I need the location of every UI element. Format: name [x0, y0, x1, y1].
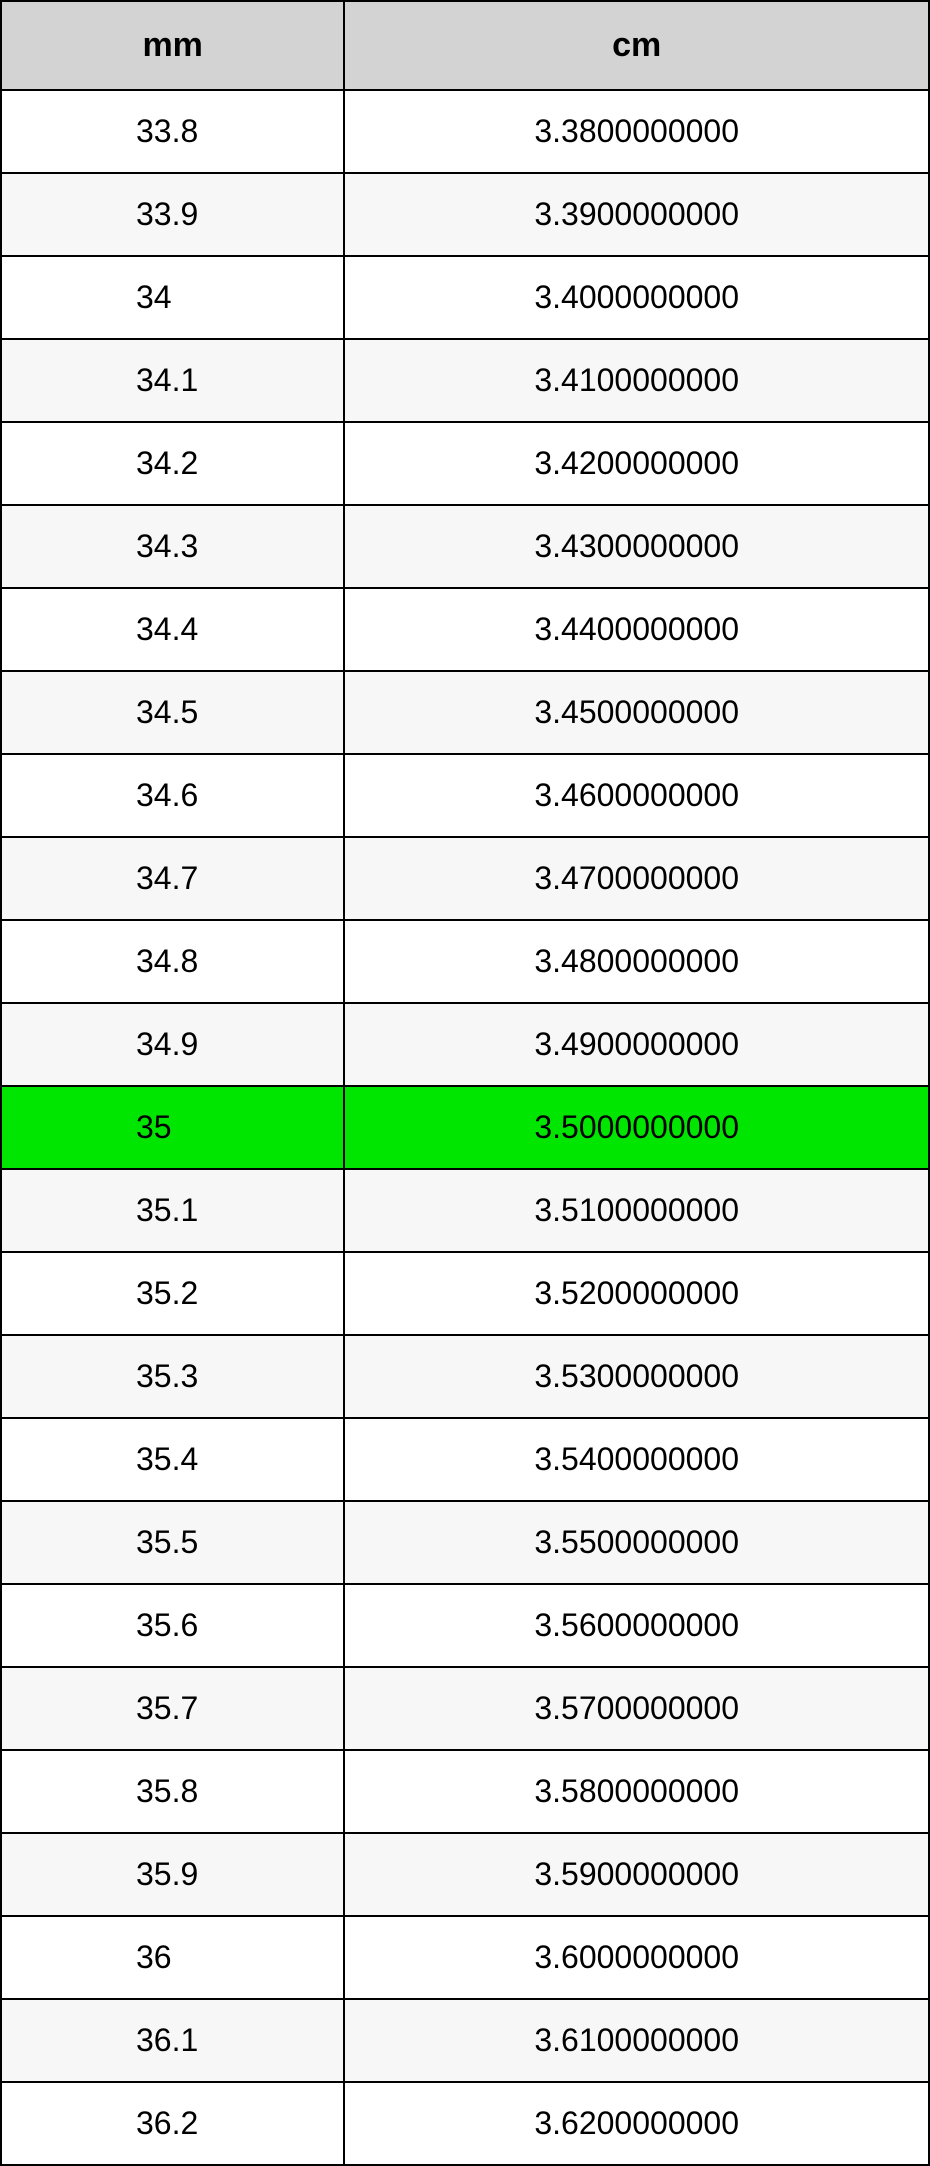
mm-cell: 35.6 [1, 1584, 344, 1667]
cm-cell: 3.5700000000 [344, 1667, 929, 1750]
mm-cell: 33.9 [1, 173, 344, 256]
mm-cell: 34.9 [1, 1003, 344, 1086]
cm-cell: 3.5400000000 [344, 1418, 929, 1501]
cm-cell: 3.6100000000 [344, 1999, 929, 2082]
table-row: 36.23.6200000000 [1, 2082, 929, 2165]
mm-cell: 35.3 [1, 1335, 344, 1418]
cm-cell: 3.5100000000 [344, 1169, 929, 1252]
table-row: 343.4000000000 [1, 256, 929, 339]
cm-cell: 3.4300000000 [344, 505, 929, 588]
table-row: 35.23.5200000000 [1, 1252, 929, 1335]
mm-cell: 35.4 [1, 1418, 344, 1501]
mm-cell: 35.8 [1, 1750, 344, 1833]
table-row: 353.5000000000 [1, 1086, 929, 1169]
mm-cell: 34.7 [1, 837, 344, 920]
cm-cell: 3.5800000000 [344, 1750, 929, 1833]
mm-cell: 34 [1, 256, 344, 339]
cm-cell: 3.4800000000 [344, 920, 929, 1003]
cm-cell: 3.5600000000 [344, 1584, 929, 1667]
mm-cell: 34.1 [1, 339, 344, 422]
cm-cell: 3.5200000000 [344, 1252, 929, 1335]
mm-cell: 34.3 [1, 505, 344, 588]
mm-cell: 36 [1, 1916, 344, 1999]
table-row: 35.43.5400000000 [1, 1418, 929, 1501]
cm-cell: 3.4600000000 [344, 754, 929, 837]
cm-cell: 3.3900000000 [344, 173, 929, 256]
table-body: 33.83.380000000033.93.3900000000343.4000… [1, 90, 929, 2165]
cm-cell: 3.5000000000 [344, 1086, 929, 1169]
table-row: 35.33.5300000000 [1, 1335, 929, 1418]
table-row: 34.63.4600000000 [1, 754, 929, 837]
mm-cell: 34.6 [1, 754, 344, 837]
table-row: 34.23.4200000000 [1, 422, 929, 505]
table-row: 35.83.5800000000 [1, 1750, 929, 1833]
table-row: 363.6000000000 [1, 1916, 929, 1999]
cm-cell: 3.3800000000 [344, 90, 929, 173]
mm-cell: 33.8 [1, 90, 344, 173]
cm-cell: 3.5300000000 [344, 1335, 929, 1418]
cm-cell: 3.4400000000 [344, 588, 929, 671]
conversion-table: mm cm 33.83.380000000033.93.390000000034… [0, 0, 930, 2166]
mm-cell: 34.2 [1, 422, 344, 505]
cm-cell: 3.4700000000 [344, 837, 929, 920]
mm-cell: 34.8 [1, 920, 344, 1003]
mm-cell: 35.5 [1, 1501, 344, 1584]
table-row: 35.63.5600000000 [1, 1584, 929, 1667]
mm-cell: 36.2 [1, 2082, 344, 2165]
table-row: 35.93.5900000000 [1, 1833, 929, 1916]
table-row: 34.13.4100000000 [1, 339, 929, 422]
column-header-cm: cm [344, 1, 929, 90]
table-row: 35.53.5500000000 [1, 1501, 929, 1584]
mm-cell: 35.7 [1, 1667, 344, 1750]
cm-cell: 3.5500000000 [344, 1501, 929, 1584]
table-row: 34.83.4800000000 [1, 920, 929, 1003]
cm-cell: 3.6200000000 [344, 2082, 929, 2165]
table-row: 36.13.6100000000 [1, 1999, 929, 2082]
table-row: 33.83.3800000000 [1, 90, 929, 173]
table-row: 34.73.4700000000 [1, 837, 929, 920]
mm-cell: 35 [1, 1086, 344, 1169]
cm-cell: 3.4200000000 [344, 422, 929, 505]
cm-cell: 3.4100000000 [344, 339, 929, 422]
mm-cell: 35.9 [1, 1833, 344, 1916]
table-row: 34.43.4400000000 [1, 588, 929, 671]
mm-cell: 35.1 [1, 1169, 344, 1252]
mm-cell: 34.4 [1, 588, 344, 671]
table-row: 34.33.4300000000 [1, 505, 929, 588]
mm-cell: 36.1 [1, 1999, 344, 2082]
cm-cell: 3.6000000000 [344, 1916, 929, 1999]
cm-cell: 3.4000000000 [344, 256, 929, 339]
table-row: 34.93.4900000000 [1, 1003, 929, 1086]
table-row: 34.53.4500000000 [1, 671, 929, 754]
mm-cell: 35.2 [1, 1252, 344, 1335]
table-row: 35.73.5700000000 [1, 1667, 929, 1750]
column-header-mm: mm [1, 1, 344, 90]
table-header-row: mm cm [1, 1, 929, 90]
mm-cell: 34.5 [1, 671, 344, 754]
table-row: 33.93.3900000000 [1, 173, 929, 256]
cm-cell: 3.5900000000 [344, 1833, 929, 1916]
cm-cell: 3.4900000000 [344, 1003, 929, 1086]
cm-cell: 3.4500000000 [344, 671, 929, 754]
table-row: 35.13.5100000000 [1, 1169, 929, 1252]
